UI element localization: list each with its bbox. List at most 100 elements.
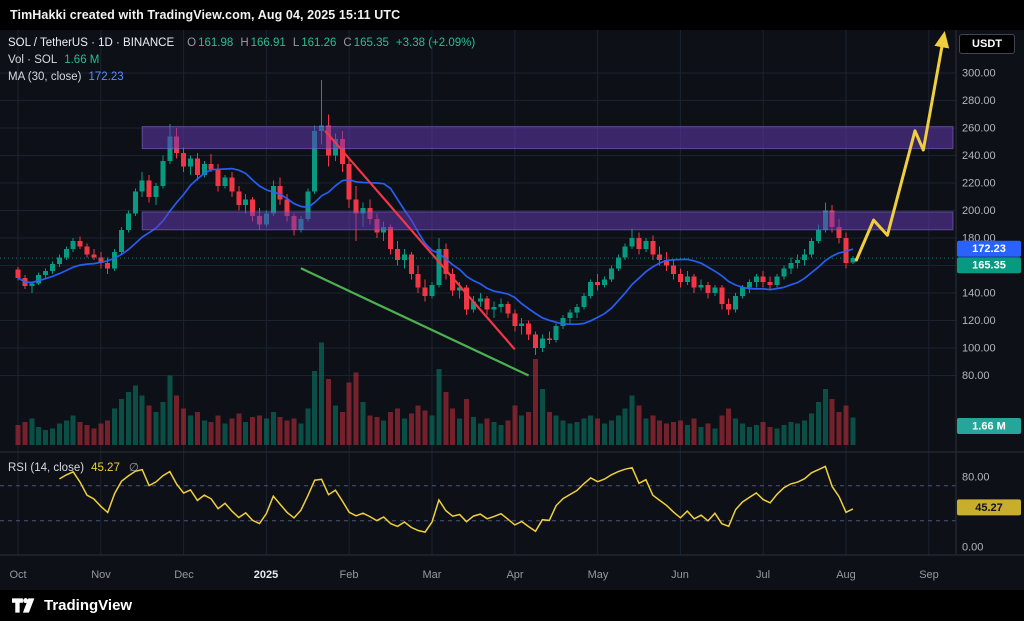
candle [477,298,483,302]
candle [664,260,670,266]
candle [229,177,235,192]
volume-bar [671,421,676,445]
volume-bar [733,418,739,445]
volume-bar [36,426,42,446]
volume-bar [781,425,787,445]
candle [726,304,732,310]
volume-bar [395,408,400,445]
volume-bar [684,425,690,445]
candle [539,338,545,348]
candle [77,240,83,247]
symbol-title[interactable]: SOL / TetherUS · 1D · BINANCE [8,37,175,49]
volume-label[interactable]: Vol · SOL [8,54,58,66]
volume-bar [360,402,366,445]
volume-bar [250,416,256,445]
candle [505,304,511,314]
volume-bar [374,416,380,445]
candle [105,262,111,269]
volume-bar [746,426,752,446]
candle [526,323,532,335]
chart-canvas[interactable]: 300.00280.00260.00240.00220.00200.00180.… [0,30,1024,590]
price-axis-unit-badge[interactable]: USDT [959,34,1015,54]
red-downtrend-line[interactable] [324,130,516,351]
time-axis[interactable]: Oct Nov Dec 2025 Feb Mar Apr May Jun Jul… [0,569,956,585]
candle [181,152,187,167]
ma-value: 172.23 [88,71,124,83]
candle [470,301,476,310]
volume-bar [533,359,538,445]
volume-bar [381,420,387,446]
rsi-value: 45.27 [91,462,120,474]
volume-bar [664,423,670,445]
upper-resistance-band [142,126,953,149]
candle [63,249,69,258]
volume-bar [284,420,290,446]
volume-bar [636,405,642,445]
svg-text:80.00: 80.00 [962,370,990,382]
volume-bar [650,415,656,445]
volume-bar [539,388,545,445]
resistance-zones[interactable] [141,126,954,231]
candle [671,265,676,274]
volume-bar [353,372,359,445]
candle [498,304,504,307]
candle [91,254,97,258]
volume-bar [326,379,331,445]
candle [774,276,780,285]
high-value: 166.91 [250,37,286,49]
change-value: +3.38 (+2.09%) [395,37,476,49]
candle [112,251,118,269]
candle [305,191,311,219]
candle [153,185,159,197]
candle [457,287,463,291]
close-value: 165.35 [353,37,389,49]
volume-bar [802,420,808,446]
candle [553,326,559,340]
tradingview-brand-text[interactable]: TradingView [44,597,133,614]
candle [705,284,711,294]
volume-bar [29,418,35,445]
volume-bar [215,415,221,445]
candle [691,276,697,288]
candle [622,246,628,258]
svg-text:140.00: 140.00 [962,288,996,300]
volume-bar [477,423,483,445]
volume-bar [484,418,490,445]
candle [43,271,49,276]
ma-row: MA (30, close) 172.23 [8,69,475,86]
green-support-line[interactable] [300,267,530,377]
candle [215,169,221,186]
candle [29,283,35,287]
rsi-label[interactable]: RSI (14, close) [8,462,85,474]
volume-bar [850,417,856,445]
svg-text:80.00: 80.00 [962,472,990,484]
svg-text:300.00: 300.00 [962,68,996,80]
volume-bar [305,408,311,445]
ma-label[interactable]: MA (30, close) [8,71,82,83]
candle [450,273,456,291]
volume-bar [201,420,207,446]
volume-bar [105,420,111,446]
tradingview-logo-icon[interactable] [12,598,36,613]
price-scale[interactable]: 300.00280.00260.00240.00220.00200.00180.… [957,68,1021,554]
candle [36,275,42,284]
volume-bar [160,402,166,445]
volume-bar [408,413,414,445]
volume-bar [809,413,814,445]
candle [760,276,766,282]
candle [222,177,228,186]
volume-bar [319,342,325,445]
candle [443,249,449,274]
attribution-bar: TimHakki created with TradingView.com, A… [0,0,1024,30]
volume-bar [505,420,511,446]
volume-bar [43,430,49,445]
svg-text:280.00: 280.00 [962,95,996,107]
svg-text:165.35: 165.35 [972,260,1006,272]
volume-bar [595,418,601,445]
time-axis-label: May [587,569,609,581]
volume-bar [332,405,338,445]
last-price-badge: 165.35 [957,257,1021,274]
yellow-forecast-path[interactable] [854,30,950,262]
volume-bar [464,398,469,445]
symbol-legend: SOL / TetherUS · 1D · BINANCE O 161.98 H 166… [8,35,475,86]
